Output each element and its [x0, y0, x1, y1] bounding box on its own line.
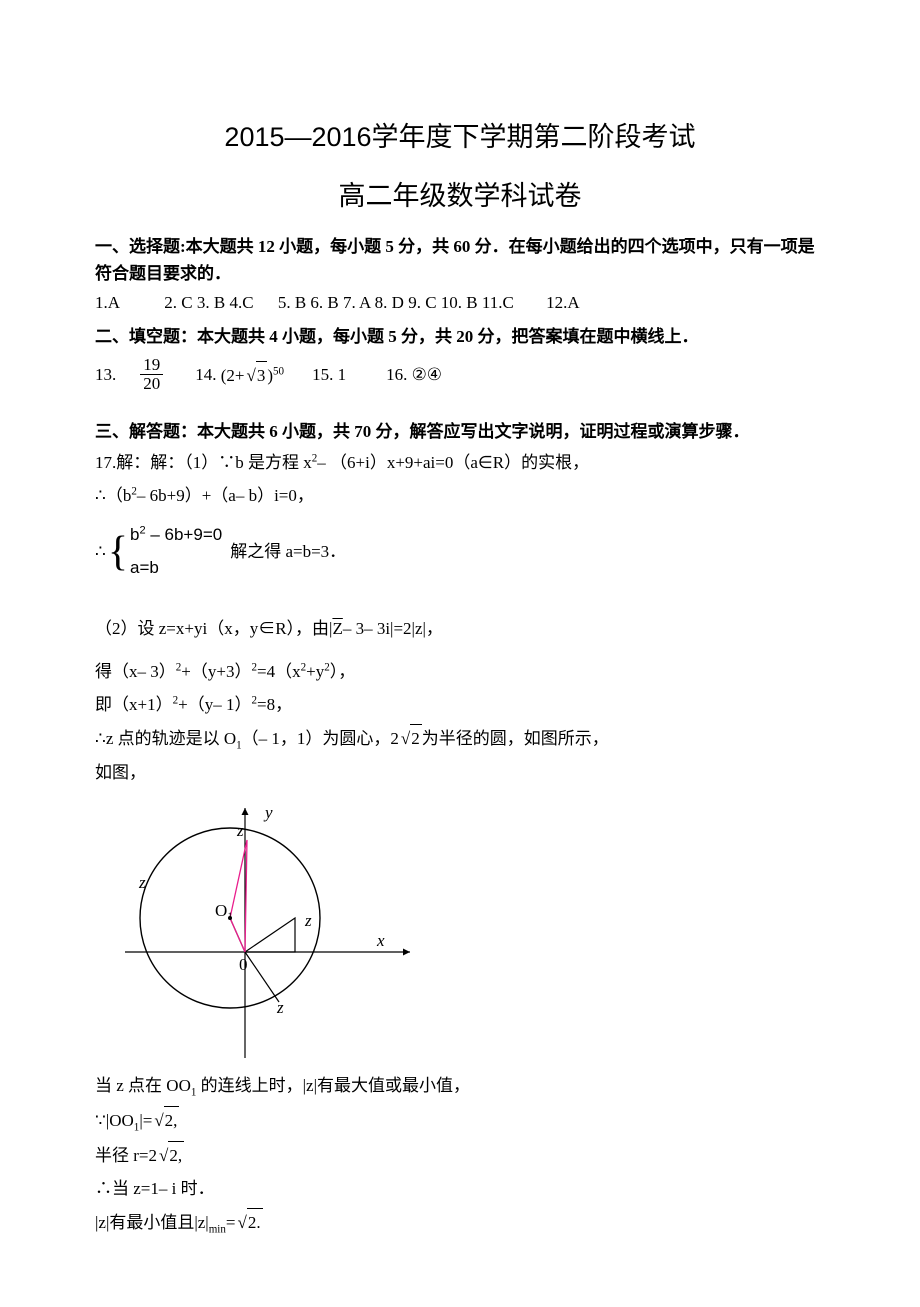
- q17-l6c: =8，: [257, 695, 292, 714]
- q17-l9b: 的连线上时，|z|有最大值或最小值，: [196, 1076, 470, 1095]
- sqrt-icon: 3: [245, 361, 268, 389]
- section-3-heading: 三、解答题：本大题共 6 小题，共 70 分，解答应写出文字说明，证明过程或演算…: [95, 418, 825, 445]
- q14-expr: (2+3)50: [221, 361, 284, 389]
- q17-l2a: ∴（b: [95, 486, 131, 505]
- sqrt-icon: 2.: [236, 1208, 263, 1238]
- q17-line9: 当 z 点在 OO1 的连线上时，|z|有最大值或最小值，: [95, 1072, 825, 1102]
- q17-sys-top-rest: – 6b+9=0: [146, 525, 223, 544]
- q17-system: ∴ { b2 – 6b+9=0 a=b 解之得 a=b=3．: [95, 521, 825, 583]
- q17-l2b: – 6b+9）+（a– b）i=0，: [137, 486, 314, 505]
- q17-l10a: ∵|OO: [95, 1111, 134, 1130]
- q17-line13: |z|有最小值且|z|min=2.: [95, 1208, 825, 1239]
- q17-l7rad: 2: [410, 724, 422, 754]
- svg-text:0: 0: [239, 955, 248, 974]
- q17-l4z: Z: [332, 615, 342, 644]
- q14-base: (2+: [221, 366, 245, 385]
- ans-1: 1.A: [95, 293, 120, 312]
- q17-sys-bot: a=b: [130, 554, 222, 583]
- q17-l11a: 半径 r=2: [95, 1146, 157, 1165]
- q14-label: 14.: [195, 361, 216, 388]
- q13-fraction: 19 20: [140, 356, 163, 394]
- title-line-2: 高二年级数学科试卷: [95, 174, 825, 213]
- q17-line7: ∴z 点的轨迹是以 O1（– 1，1）为圆心，22为半径的圆，如图所示，: [95, 724, 825, 755]
- q17-l11rad: 2,: [168, 1141, 184, 1171]
- svg-text:O₁: O₁: [215, 901, 233, 920]
- q17-line4: （2）设 z=x+yi（x，y∈R），由|Z– 3– 3i|=2|z|，: [95, 615, 825, 644]
- q17-l4a: （2）设 z=x+yi（x，y∈R），由|: [95, 619, 332, 638]
- ans-10: 10. B: [441, 293, 478, 312]
- q17-l13rad: 2.: [247, 1208, 263, 1238]
- q14-rad: 3: [256, 361, 268, 389]
- ans-3: 3. B: [197, 293, 225, 312]
- q17-l7c: 为半径的圆，如图所示，: [422, 729, 609, 748]
- q17-sys-after: 解之得 a=b=3．: [230, 538, 346, 567]
- ans-2: 2. C: [164, 293, 192, 312]
- page: 2015—2016学年度下学期第二阶段考试 高二年级数学科试卷 一、选择题:本大…: [0, 0, 920, 1307]
- ans-11: 11.C: [482, 293, 514, 312]
- q17-line10: ∵|OO1|=2,: [95, 1106, 825, 1137]
- svg-text:z: z: [276, 998, 284, 1017]
- q17-l13b: =: [226, 1213, 236, 1232]
- q17-l6b: +（y– 1）: [178, 695, 251, 714]
- q13-den: 20: [140, 375, 163, 394]
- q17-l10rad: 2,: [164, 1106, 180, 1136]
- q17-l1b: – （6+i）x+9+ai=0（a∈R）的实根，: [317, 453, 589, 472]
- q17-l13a: |z|有最小值且|z|: [95, 1213, 209, 1232]
- q17-line2: ∴（b2– 6b+9）+（a– b）i=0，: [95, 482, 825, 511]
- q17-l5c: =4（x: [257, 662, 301, 681]
- q17-l5e: ），: [330, 662, 356, 681]
- q17-line6: 即（x+1）2+（y– 1）2=8，: [95, 691, 825, 720]
- q17-l4b: – 3– 3i|=2|z|，: [343, 619, 443, 638]
- figure: y x 0 O₁ z z z z: [115, 798, 825, 1068]
- ans-9: 9. C: [408, 293, 436, 312]
- q17-line11: 半径 r=2 2,: [95, 1141, 825, 1171]
- q17-l7b: （– 1，1）为圆心，2: [242, 729, 399, 748]
- q13-label: 13.: [95, 361, 116, 388]
- q17-l7a: ∴z 点的轨迹是以 O: [95, 729, 236, 748]
- ans-8: 8. D: [375, 293, 404, 312]
- mc-answers: 1.A 2. C 3. B 4.C 5. B 6. B 7. A 8. D 9.…: [95, 289, 825, 316]
- svg-text:z: z: [236, 821, 244, 840]
- q17-l1a: 17.解：解：（1）∵b 是方程 x: [95, 453, 312, 472]
- q13-num: 19: [140, 356, 163, 376]
- ans-7: 7. A: [343, 293, 370, 312]
- q17-line8: 如图，: [95, 759, 825, 788]
- circle-diagram: y x 0 O₁ z z z z: [115, 798, 415, 1068]
- q17-l5a: 得（x– 3）: [95, 662, 176, 681]
- q17-l5b: +（y+3）: [181, 662, 251, 681]
- q17-line1: 17.解：解：（1）∵b 是方程 x2– （6+i）x+9+ai=0（a∈R）的…: [95, 449, 825, 478]
- section-2-heading: 二、填空题：本大题共 4 小题，每小题 5 分，共 20 分，把答案填在题中横线…: [95, 323, 825, 350]
- ans-5: 5. B: [278, 293, 306, 312]
- fill-answers: 13. 19 20 14. (2+3)50 15. 1 16. ②④: [95, 356, 825, 394]
- sqrt-icon: 2,: [152, 1106, 179, 1136]
- q17-line5: 得（x– 3）2+（y+3）2=4（x2+y2），: [95, 658, 825, 687]
- ans-4: 4.C: [229, 293, 253, 312]
- q17-l9a: 当 z 点在 OO: [95, 1076, 191, 1095]
- q15: 15. 1: [312, 361, 346, 388]
- section-1-heading: 一、选择题:本大题共 12 小题，每小题 5 分，共 60 分．在每小题给出的四…: [95, 233, 825, 287]
- svg-text:z: z: [138, 873, 146, 892]
- q17-l6a: 即（x+1）: [95, 695, 173, 714]
- svg-text:z: z: [304, 911, 312, 930]
- title-line-1: 2015—2016学年度下学期第二阶段考试: [95, 115, 825, 154]
- q14-exp: 50: [273, 365, 284, 377]
- svg-text:y: y: [263, 803, 273, 822]
- q17-l5d: +y: [306, 662, 324, 681]
- sqrt-icon: 2: [399, 724, 422, 754]
- ans-6: 6. B: [310, 293, 338, 312]
- q17-line12: ∴当 z=1– i 时．: [95, 1175, 825, 1204]
- sqrt-icon: 2,: [157, 1141, 184, 1171]
- ans-12: 12.A: [546, 293, 580, 312]
- q17-l10b: |=: [139, 1111, 152, 1130]
- q16: 16. ②④: [386, 361, 442, 388]
- svg-text:x: x: [376, 931, 385, 950]
